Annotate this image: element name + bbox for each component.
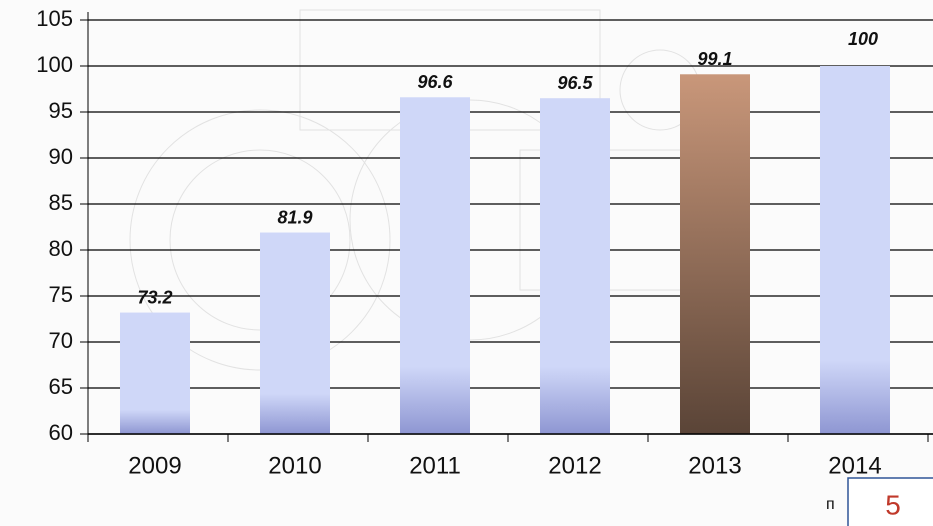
data-label: 73.2: [137, 287, 172, 307]
x-tick-label: 2014: [828, 452, 881, 479]
data-label: 99.1: [697, 49, 732, 69]
page-number-box: [847, 477, 933, 526]
bar: [540, 98, 610, 434]
bar: [120, 312, 190, 434]
y-tick-label: 105: [36, 6, 73, 31]
data-label: 96.5: [557, 73, 593, 93]
bar: [820, 66, 890, 434]
x-tick-label: 2012: [548, 452, 601, 479]
y-tick-label: 60: [49, 420, 73, 445]
y-tick-label: 95: [49, 98, 73, 123]
y-tick-label: 85: [49, 190, 73, 215]
bar: [260, 232, 330, 434]
data-label: 81.9: [277, 207, 312, 227]
y-tick-label: 90: [49, 144, 73, 169]
data-label: 100: [848, 29, 878, 49]
bar: [680, 74, 750, 434]
x-tick-label: 2013: [688, 452, 741, 479]
y-tick-label: 100: [36, 52, 73, 77]
x-tick-label: 2009: [128, 452, 181, 479]
annotation: п: [826, 496, 835, 513]
y-tick-label: 70: [49, 328, 73, 353]
y-tick-label: 75: [49, 282, 73, 307]
x-tick-label: 2011: [409, 452, 461, 479]
data-label: 96.6: [417, 72, 453, 92]
y-tick-label: 80: [49, 236, 73, 261]
x-tick-label: 2010: [268, 452, 321, 479]
bar: [400, 97, 470, 434]
page-number: 5: [885, 489, 901, 520]
y-tick-label: 65: [49, 374, 73, 399]
